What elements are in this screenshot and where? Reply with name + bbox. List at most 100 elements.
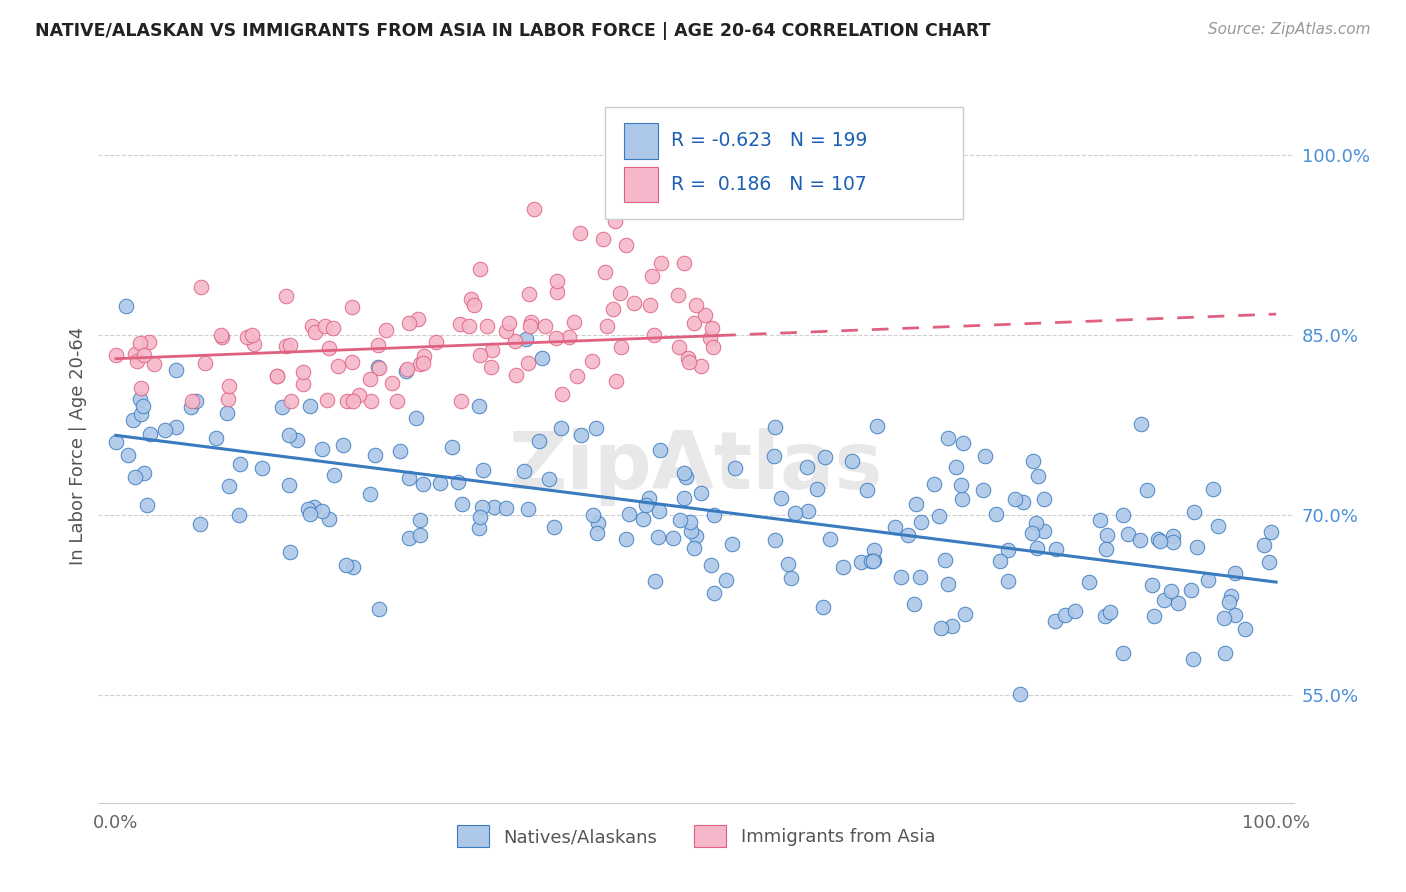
Legend: Natives/Alaskans, Immigrants from Asia: Natives/Alaskans, Immigrants from Asia [450,818,942,855]
Text: R =  0.186   N = 107: R = 0.186 N = 107 [671,175,866,194]
Point [1054,608,1077,623]
Point [797,504,820,518]
Point [856,483,879,497]
Point [503,334,526,348]
Point [952,435,974,450]
Point [650,443,672,458]
Point [1149,534,1171,549]
Point [441,440,464,454]
Point [672,466,695,480]
Point [1033,491,1056,506]
Point [274,339,297,353]
Point [673,256,696,270]
Point [513,464,536,478]
Point [668,513,690,527]
Point [285,433,308,447]
Point [1140,577,1163,591]
Point [693,308,716,322]
Point [1045,614,1067,628]
Point [675,469,697,483]
Point [796,459,818,474]
Point [568,226,591,240]
Point [425,335,447,350]
Point [481,343,503,358]
Point [1258,555,1281,569]
Point [132,348,155,362]
Text: Source: ZipAtlas.com: Source: ZipAtlas.com [1208,22,1371,37]
Point [531,351,554,365]
Point [297,502,319,516]
Point [194,356,217,370]
Point [778,557,800,571]
Point [908,570,931,584]
Point [505,368,527,382]
Point [299,507,322,521]
Point [138,335,160,350]
Point [662,531,685,545]
Point [851,555,873,569]
Point [972,483,994,497]
Point [128,392,150,407]
Point [311,442,333,457]
Point [1167,596,1189,610]
Point [593,265,616,279]
Point [142,358,165,372]
Point [522,202,544,216]
Point [569,428,592,442]
Point [132,399,155,413]
Point [381,376,404,390]
Point [859,554,882,568]
Point [1223,607,1246,622]
Point [703,585,725,599]
Point [690,359,713,374]
Point [988,554,1011,568]
Point [347,388,370,402]
Point [614,532,637,546]
Point [1218,595,1240,609]
Point [398,316,420,330]
Point [1181,651,1204,665]
Point [723,461,745,475]
Point [702,340,724,354]
Point [763,449,786,463]
Point [217,406,239,420]
Point [1161,529,1184,543]
Point [716,573,738,587]
Point [936,576,959,591]
Point [689,485,711,500]
Point [1153,592,1175,607]
Point [890,570,912,584]
Point [468,399,491,413]
Point [928,508,950,523]
Point [1185,540,1208,554]
Point [602,301,624,316]
Point [318,512,340,526]
Point [468,261,491,276]
Point [679,524,702,538]
Point [276,289,298,303]
Point [945,460,967,475]
Point [546,285,568,299]
Point [228,508,250,522]
Point [683,316,706,330]
Point [277,428,299,442]
Point [155,423,177,437]
Point [699,331,721,345]
Point [866,419,889,434]
Point [314,318,336,333]
Point [405,411,427,425]
Point [1045,542,1067,557]
Point [609,286,631,301]
Point [450,394,472,409]
Point [863,543,886,558]
Point [412,356,434,370]
Point [1021,526,1043,541]
Point [446,475,468,489]
Point [229,458,252,472]
Point [124,469,146,483]
Point [534,318,557,333]
Point [291,365,314,379]
Point [479,359,502,374]
Point [586,516,609,530]
Point [643,328,665,343]
